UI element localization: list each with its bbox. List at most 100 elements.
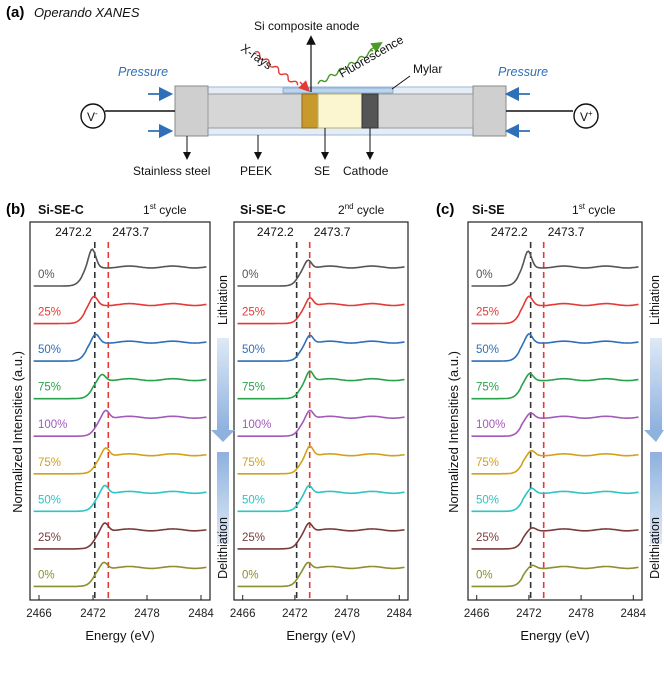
series-label: 50% <box>242 344 265 356</box>
se-label: SE <box>314 164 330 178</box>
x-tick-label: 2472 <box>80 608 106 620</box>
panel-c-letter: (c) <box>436 201 454 218</box>
xanes-charts: 2472.2 2473.7 0% 25% 50% 75% 100% 75% 50% 25% 0% 24… <box>26 221 647 643</box>
spectrum-line <box>237 259 405 287</box>
series-label: 25% <box>242 307 265 319</box>
xray-arrowhead <box>298 80 310 92</box>
series-label: 0% <box>242 269 259 281</box>
spectrum-line <box>33 373 207 400</box>
spectrum-line <box>237 334 405 362</box>
x-tick-label: 2466 <box>26 608 52 620</box>
spectrum-line <box>33 446 207 475</box>
spectrum-line <box>237 522 405 550</box>
v-plus-terminal <box>573 103 599 129</box>
series-label: 50% <box>476 494 499 506</box>
reference-line-label: 2473.7 <box>112 225 149 239</box>
series-label: 0% <box>476 569 493 581</box>
panel-a: (a) Operando XANES V- V+ Pressure Pressu… <box>6 4 599 178</box>
series-label: 50% <box>38 494 61 506</box>
series-label: 75% <box>38 382 61 394</box>
v-minus-label: V- <box>87 109 98 124</box>
chart-3: 2472.2 2473.7 0% 25% 50% 75% 100% 75% 50% 25% 0% 24… <box>464 221 647 643</box>
x-tick-label: 2484 <box>188 608 214 620</box>
lithiation-arrow-c <box>644 430 664 442</box>
panel-b-left-header: Si-SE-C <box>38 203 84 217</box>
x-tick-label: 2478 <box>334 608 360 620</box>
spectrum-line <box>33 484 207 513</box>
series-label: 75% <box>38 457 61 469</box>
reference-line-label: 2472.2 <box>491 225 528 239</box>
x-axis-label: Energy (eV) <box>286 628 355 643</box>
xray-wave <box>254 51 299 86</box>
reference-line-label: 2473.7 <box>548 225 585 239</box>
series-label: 0% <box>476 269 493 281</box>
y-axis-label-b: Normalized Intensities (a.u.) <box>10 351 25 513</box>
spectrum-line <box>33 409 207 437</box>
fluorescence-wave <box>317 49 374 85</box>
cathode-label: Cathode <box>343 164 389 178</box>
stainless-plunger-right <box>377 93 474 129</box>
x-tick-label: 2472 <box>282 608 308 620</box>
series-label: 100% <box>476 419 505 431</box>
panel-b-left-cycle: 1st cycle <box>143 202 187 217</box>
cathode-layer <box>361 93 379 129</box>
spectrum-line <box>471 295 639 325</box>
spectrum-line <box>33 248 207 287</box>
reference-line-label: 2472.2 <box>257 225 294 239</box>
spectrum-line <box>33 561 207 588</box>
spectrum-line <box>33 333 207 362</box>
fluorescence-label: Fluorescence <box>337 32 407 80</box>
x-tick-label: 2484 <box>621 608 647 620</box>
series-label: 50% <box>476 344 499 356</box>
spectrum-line <box>237 296 405 325</box>
series-label: 0% <box>38 269 55 281</box>
fluorescence-arrowhead <box>369 42 383 53</box>
series-label: 75% <box>242 457 265 469</box>
spectrum-line <box>471 412 639 437</box>
x-tick-label: 2478 <box>568 608 594 620</box>
spectrum-line <box>33 522 207 550</box>
series-label: 25% <box>242 532 265 544</box>
plot-frame <box>29 221 211 601</box>
panel-a-title: Operando XANES <box>34 5 140 20</box>
delithiation-label-c: Delithiation <box>648 517 662 579</box>
reference-line-label: 2472.2 <box>55 225 92 239</box>
spectrum-line <box>471 333 639 362</box>
series-label: 100% <box>242 419 271 431</box>
series-label: 25% <box>476 307 499 319</box>
mylar-label: Mylar <box>413 62 442 76</box>
x-tick-label: 2478 <box>134 608 160 620</box>
spectrum-line <box>471 250 639 287</box>
y-axis-label-c: Normalized Intensities (a.u.) <box>446 351 461 513</box>
x-tick-label: 2484 <box>387 608 413 620</box>
direction-indicator-b: Lithiation Delithiation <box>211 275 235 579</box>
anode-label: Si composite anode <box>254 19 360 33</box>
spectrum-line <box>471 487 639 513</box>
delithiation-label-b: Delithiation <box>216 517 230 579</box>
direction-indicator-c: Lithiation Delithiation <box>644 275 664 579</box>
series-label: 0% <box>242 569 259 581</box>
chart-2: 2472.2 2473.7 0% 25% 50% 75% 100% 75% 50% 25% 0% 24… <box>230 221 413 643</box>
spectrum-line <box>471 449 639 475</box>
delithiation-bar-b <box>217 452 229 544</box>
spectrum-line <box>237 561 405 588</box>
lithiation-arrow-b <box>211 430 235 442</box>
x-axis-label: Energy (eV) <box>85 628 154 643</box>
v-plus-label: V+ <box>580 109 593 124</box>
series-label: 25% <box>38 307 61 319</box>
pressure-left-label: Pressure <box>118 65 168 79</box>
lithiation-label-c: Lithiation <box>648 275 662 325</box>
stainless-left <box>174 85 209 137</box>
panel-b-letter: (b) <box>6 201 25 218</box>
series-label: 25% <box>38 532 61 544</box>
x-tick-label: 2466 <box>464 608 490 620</box>
x-tick-label: 2466 <box>230 608 256 620</box>
spectrum-line <box>471 372 639 400</box>
xrays-label: X-rays <box>238 41 274 72</box>
plot-frame <box>467 221 643 601</box>
delithiation-bar-c <box>650 452 662 544</box>
mylar-pointer <box>391 75 411 90</box>
lithiation-bar-c <box>650 338 662 430</box>
mylar-window <box>282 87 394 94</box>
